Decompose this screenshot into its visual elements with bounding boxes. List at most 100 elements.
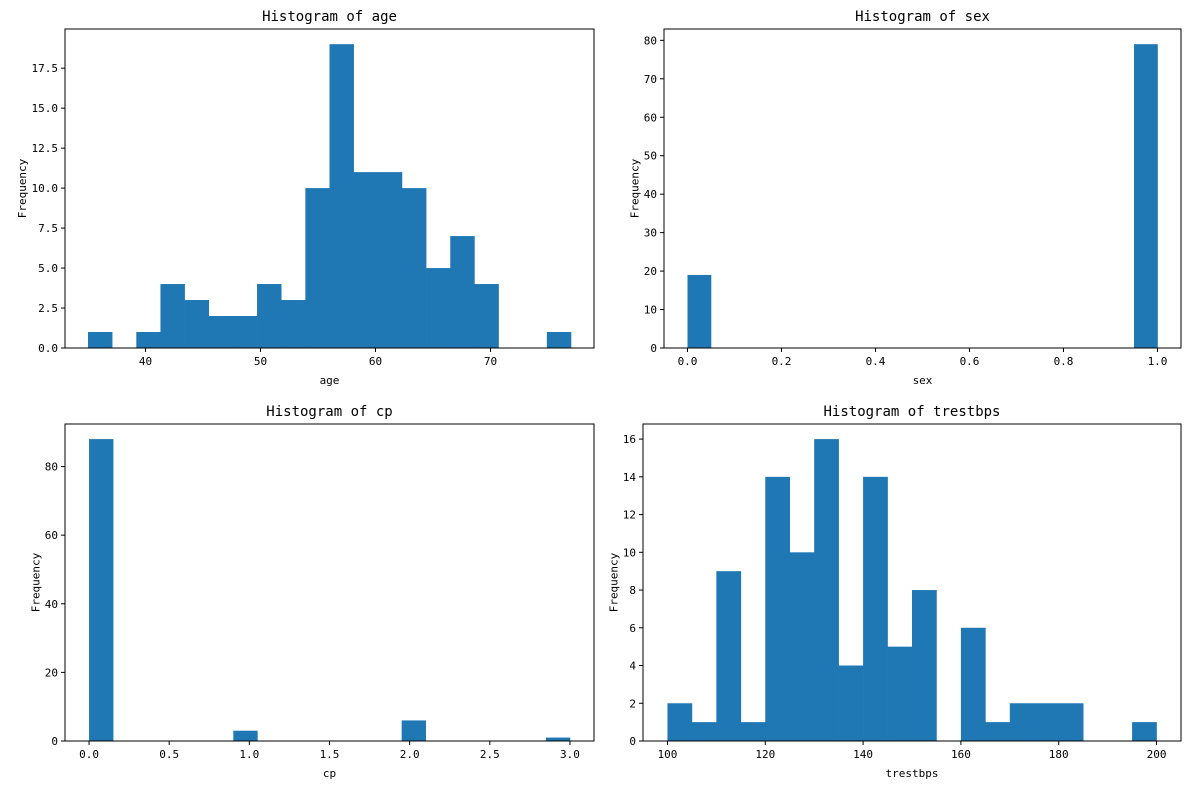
y-tick-label: 80 [644,34,657,47]
bars-group [89,439,571,741]
x-tick-label: 0.5 [159,748,179,761]
y-tick-label: 40 [644,188,657,201]
histogram-bar [546,332,572,348]
y-tick-label: 16 [623,433,636,446]
bars-group [88,44,572,348]
histogram-bar [838,665,864,741]
x-tick-label: 1.0 [1148,355,1168,368]
histogram-bar [960,627,986,741]
y-tick-label: 7.5 [38,222,58,235]
y-tick-label: 0.0 [38,342,58,355]
x-tick-label: 0.6 [960,355,980,368]
histogram-bar [184,300,210,348]
x-tick-label: 0.4 [866,355,886,368]
subplot-age: Histogram of age 40 50 60 70 0.0 2.5 5.0 7.5 10… [16,9,595,387]
y-ticks: 0.0 2.5 5.0 7.5 10.0 12.5 15.0 17.5 [32,62,65,355]
y-ticks: 0 10 20 30 40 50 60 70 80 [644,34,664,355]
y-tick-label: 0 [51,735,58,748]
bars-group [667,439,1157,741]
histogram-bar [401,188,427,348]
y-tick-label: 0 [650,342,657,355]
x-tick-label: 1.5 [320,748,340,761]
histogram-bar [687,274,712,348]
y-tick-label: 14 [623,471,637,484]
histogram-bar [863,476,888,741]
y-tick-label: 60 [644,111,657,124]
histogram-bar [545,737,571,741]
x-axis-label: sex [913,374,933,387]
y-tick-label: 10 [644,304,657,317]
x-tick-label: 0.0 [678,355,698,368]
histogram-bar [1034,703,1060,741]
subplot-sex: Histogram of sex 0.0 0.2 0.4 0.6 0.8 1.0 0 10 2… [628,9,1182,387]
y-tick-label: 12.5 [32,142,59,155]
y-tick-label: 12 [623,509,636,522]
histogram-bar [716,571,742,741]
y-tick-label: 0 [629,735,636,748]
x-tick-label: 0.0 [79,748,99,761]
y-tick-label: 2 [629,697,636,710]
histogram-bar [257,284,282,348]
y-tick-label: 70 [644,73,657,86]
x-ticks: 40 50 60 70 [139,348,497,368]
x-tick-label: 200 [1147,748,1167,761]
histogram-bar [691,722,717,741]
histogram-bar [474,284,499,348]
x-tick-label: 1.0 [239,748,259,761]
x-tick-label: 2.0 [400,748,420,761]
histogram-bar [208,316,234,348]
subplot-cp: Histogram of cp 0.0 0.5 1.0 1.5 2.0 2.5 3.0 0 2… [29,404,595,780]
y-tick-label: 40 [45,598,58,611]
y-tick-label: 50 [644,150,657,163]
chart-title: Histogram of cp [266,404,392,420]
x-ticks: 0.0 0.5 1.0 1.5 2.0 2.5 3.0 [79,741,580,761]
x-tick-label: 40 [139,355,152,368]
x-ticks: 0.0 0.2 0.4 0.6 0.8 1.0 [678,348,1168,368]
histogram-bar [281,300,306,348]
chart-title: Histogram of age [262,9,397,25]
x-tick-label: 60 [369,355,382,368]
y-axis-label: Frequency [29,552,42,612]
x-tick-label: 180 [1049,748,1069,761]
axes-frame [663,28,1182,349]
histogram-bar [765,476,791,741]
y-tick-label: 6 [629,622,636,635]
x-tick-label: 3.0 [560,748,580,761]
histogram-bar [89,439,114,741]
y-tick-label: 5.0 [38,262,58,275]
histogram-bar [232,316,258,348]
chart-title: Histogram of sex [855,9,990,25]
histogram-bar [789,552,815,741]
histogram-bar [1134,44,1158,348]
histogram-bar [450,236,475,348]
histogram-bar [1132,722,1157,741]
histogram-bar [160,284,185,348]
y-tick-label: 20 [644,265,657,278]
histogram-bar [667,703,693,741]
y-tick-label: 60 [45,529,58,542]
x-tick-label: 2.5 [480,748,500,761]
histogram-bar [233,730,258,741]
x-tick-label: 0.2 [772,355,792,368]
y-tick-label: 20 [45,666,58,679]
y-tick-label: 8 [629,584,636,597]
x-ticks: 100 120 140 160 180 200 [658,741,1167,761]
histogram-bar [887,646,913,741]
y-tick-label: 10.0 [32,182,59,195]
chart-title: Histogram of trestbps [823,404,1000,420]
histogram-bar [426,268,451,348]
histogram-bar [985,722,1011,741]
x-tick-label: 120 [755,748,775,761]
histogram-bar [740,722,766,741]
histogram-bar [1058,703,1084,741]
y-tick-label: 17.5 [32,62,59,75]
y-axis-label: Frequency [16,158,29,218]
histogram-bar [1009,703,1035,741]
y-tick-label: 15.0 [32,102,59,115]
x-axis-label: age [320,374,340,387]
y-ticks: 0 2 4 6 8 10 12 14 16 [623,433,643,748]
histogram-bar [353,172,379,348]
y-tick-label: 4 [629,660,636,673]
x-tick-label: 0.8 [1054,355,1074,368]
